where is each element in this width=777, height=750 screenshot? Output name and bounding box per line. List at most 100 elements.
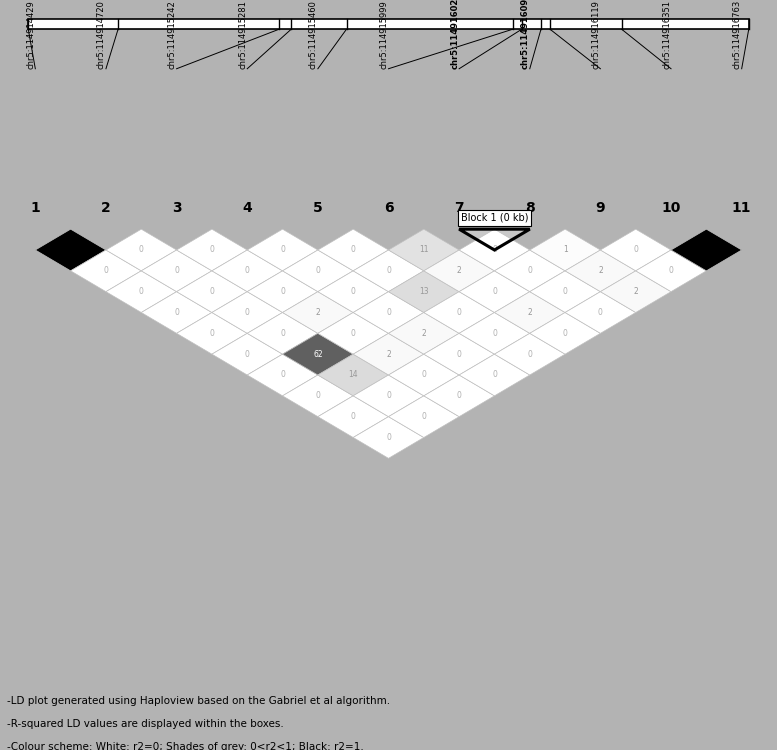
Polygon shape [565,250,636,292]
Text: 14: 14 [348,370,358,380]
Text: 0: 0 [421,413,427,422]
Text: 13: 13 [419,287,429,296]
Polygon shape [388,354,459,396]
Text: 3: 3 [172,200,181,214]
Text: 0: 0 [280,328,285,338]
Polygon shape [423,375,494,417]
Text: 0: 0 [457,308,462,317]
Text: chr5:114915460: chr5:114915460 [309,0,318,69]
Polygon shape [176,230,247,271]
Polygon shape [283,375,354,417]
Text: 8: 8 [525,200,535,214]
Text: -R-squared LD values are displayed within the boxes.: -R-squared LD values are displayed withi… [7,718,284,729]
Text: 2: 2 [315,308,320,317]
Polygon shape [565,292,636,333]
Polygon shape [354,292,423,333]
Polygon shape [423,292,494,333]
Text: 0: 0 [103,266,109,275]
Text: chr5:114916763: chr5:114916763 [733,0,742,69]
Polygon shape [247,354,318,396]
Text: 0: 0 [139,287,144,296]
Polygon shape [318,354,388,396]
Text: 0: 0 [280,245,285,254]
Polygon shape [318,313,388,354]
Polygon shape [318,271,388,313]
Polygon shape [423,333,494,375]
Text: 10: 10 [661,200,681,214]
Text: 0: 0 [139,245,144,254]
Text: 0: 0 [421,370,427,380]
Polygon shape [283,333,354,375]
Polygon shape [212,333,283,375]
Polygon shape [247,230,318,271]
Text: 2: 2 [421,328,427,338]
Polygon shape [601,271,671,313]
Text: 0: 0 [457,350,462,358]
Text: 2: 2 [457,266,462,275]
Polygon shape [354,417,423,458]
Polygon shape [141,250,212,292]
Text: 7: 7 [455,200,464,214]
Polygon shape [459,271,530,313]
Text: chr5:114915281: chr5:114915281 [239,0,247,69]
Text: chr5:114915242: chr5:114915242 [168,0,176,69]
Text: 0: 0 [598,308,603,317]
Text: 0: 0 [245,308,249,317]
Polygon shape [671,230,742,271]
Text: 5: 5 [313,200,322,214]
Polygon shape [494,250,565,292]
Polygon shape [354,250,423,292]
Text: 0: 0 [174,308,179,317]
Polygon shape [494,333,565,375]
Text: 9: 9 [596,200,605,214]
Text: 0: 0 [563,287,567,296]
Polygon shape [283,250,354,292]
Polygon shape [247,313,318,354]
Polygon shape [354,333,423,375]
Polygon shape [212,250,283,292]
Polygon shape [388,230,459,271]
Text: 0: 0 [492,370,497,380]
Polygon shape [459,313,530,354]
Polygon shape [247,271,318,313]
Text: 0: 0 [492,287,497,296]
Text: chr5:114914429: chr5:114914429 [26,0,35,69]
Polygon shape [318,396,388,437]
Polygon shape [176,271,247,313]
Polygon shape [354,375,423,417]
Text: 0: 0 [633,245,638,254]
Text: 0: 0 [210,245,214,254]
Text: 0: 0 [280,370,285,380]
Text: 0: 0 [315,392,320,400]
Polygon shape [459,230,530,250]
Text: chr5:114916028: chr5:114916028 [450,0,459,69]
Polygon shape [283,292,354,333]
Polygon shape [106,230,176,271]
Polygon shape [106,271,176,313]
Text: 0: 0 [210,287,214,296]
Polygon shape [35,230,106,271]
Text: 0: 0 [386,308,391,317]
Polygon shape [318,230,388,271]
Polygon shape [141,292,212,333]
Text: 0: 0 [457,392,462,400]
Text: 0: 0 [210,328,214,338]
Text: 0: 0 [386,266,391,275]
Text: 62: 62 [313,350,322,358]
Text: 0: 0 [350,413,356,422]
Text: 0: 0 [528,266,532,275]
Bar [28,19,749,29]
Text: chr5:114916351: chr5:114916351 [662,0,671,69]
Text: 11: 11 [732,200,751,214]
Polygon shape [494,292,565,333]
Polygon shape [459,354,530,396]
Text: Block 1 (0 kb): Block 1 (0 kb) [461,213,528,223]
Polygon shape [176,313,247,354]
Text: 0: 0 [350,328,356,338]
Text: 2: 2 [598,266,603,275]
Text: chr5:114916119: chr5:114916119 [591,0,601,69]
Text: 0: 0 [350,245,356,254]
Text: 0: 0 [280,287,285,296]
Polygon shape [423,250,494,292]
Text: 0: 0 [245,266,249,275]
